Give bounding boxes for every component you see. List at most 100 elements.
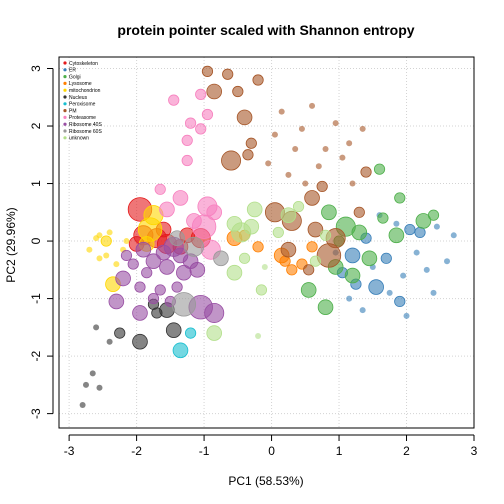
x-tick-label: -3 bbox=[64, 444, 75, 458]
data-point bbox=[339, 155, 345, 161]
data-point bbox=[239, 253, 249, 263]
data-point bbox=[196, 89, 206, 99]
data-point bbox=[253, 75, 263, 85]
data-point bbox=[133, 334, 148, 349]
data-point bbox=[318, 300, 333, 315]
data-point bbox=[354, 207, 364, 217]
data-point bbox=[173, 191, 188, 206]
data-point bbox=[287, 265, 297, 275]
data-point bbox=[187, 214, 202, 229]
data-point bbox=[103, 252, 109, 258]
legend-label: Cytoskeleton bbox=[69, 61, 98, 67]
data-point bbox=[350, 181, 356, 187]
data-point bbox=[205, 303, 224, 322]
legend-marker bbox=[63, 116, 66, 119]
data-point bbox=[428, 210, 438, 220]
legend-label: PM bbox=[69, 108, 77, 114]
data-point bbox=[316, 163, 322, 169]
data-point bbox=[207, 84, 222, 99]
y-tick-label: -2 bbox=[29, 350, 43, 361]
legend-label: Proteasome bbox=[69, 115, 96, 121]
data-point bbox=[93, 324, 99, 330]
data-point bbox=[434, 224, 440, 230]
y-tick-label: 3 bbox=[29, 65, 43, 72]
data-point bbox=[305, 191, 320, 206]
data-point bbox=[322, 205, 337, 220]
data-point bbox=[244, 219, 259, 234]
data-point bbox=[346, 296, 352, 302]
data-point bbox=[227, 265, 242, 280]
data-point bbox=[323, 146, 329, 152]
legend-marker bbox=[63, 89, 66, 92]
data-point bbox=[414, 250, 420, 256]
legend-marker bbox=[63, 68, 66, 71]
legend-marker bbox=[63, 82, 66, 85]
legend-label: Ribosome 60S bbox=[69, 129, 102, 135]
data-point bbox=[389, 228, 404, 243]
data-point bbox=[173, 343, 188, 358]
data-point bbox=[301, 283, 316, 298]
data-point bbox=[309, 103, 315, 109]
data-point bbox=[142, 267, 152, 277]
data-point bbox=[170, 231, 185, 246]
data-point bbox=[160, 202, 175, 217]
data-point bbox=[222, 69, 232, 79]
legend-label: Peroxisome bbox=[69, 102, 96, 108]
data-point bbox=[256, 285, 266, 295]
data-point bbox=[247, 202, 262, 217]
legend-marker bbox=[63, 129, 66, 132]
data-point bbox=[387, 290, 393, 296]
data-point bbox=[431, 290, 437, 296]
legend-marker bbox=[63, 95, 66, 98]
data-point bbox=[299, 126, 305, 132]
data-point bbox=[273, 227, 283, 237]
data-point bbox=[255, 333, 261, 339]
data-point bbox=[262, 264, 268, 270]
legend-label: ER bbox=[69, 68, 76, 74]
data-point bbox=[169, 95, 179, 105]
data-point bbox=[345, 268, 360, 283]
data-point bbox=[374, 164, 384, 174]
plot-frame bbox=[59, 57, 474, 428]
data-point bbox=[307, 242, 317, 252]
data-point bbox=[109, 294, 124, 309]
data-point bbox=[281, 242, 296, 257]
data-point bbox=[280, 256, 290, 266]
legend-marker bbox=[63, 102, 66, 105]
data-point bbox=[107, 229, 113, 235]
data-point bbox=[184, 237, 203, 256]
data-point bbox=[214, 251, 229, 266]
data-point bbox=[83, 382, 89, 388]
data-point bbox=[243, 150, 253, 160]
data-point bbox=[415, 227, 425, 237]
data-point bbox=[113, 261, 119, 267]
data-point bbox=[233, 86, 243, 96]
legend-marker bbox=[63, 136, 66, 139]
data-point bbox=[272, 132, 278, 138]
data-point bbox=[86, 247, 92, 253]
data-point bbox=[166, 323, 181, 338]
legend-marker bbox=[63, 61, 66, 64]
data-point bbox=[116, 271, 131, 286]
x-tick-label: 2 bbox=[403, 444, 410, 458]
data-point bbox=[172, 293, 196, 317]
data-point bbox=[207, 326, 222, 341]
data-point bbox=[310, 256, 320, 266]
x-tick-label: 3 bbox=[471, 444, 478, 458]
data-point bbox=[400, 273, 406, 279]
data-point bbox=[444, 258, 450, 264]
x-axis-title: PC1 (58.53%) bbox=[228, 474, 303, 488]
data-point bbox=[128, 259, 138, 269]
data-point bbox=[80, 402, 86, 408]
legend-label: unknown bbox=[69, 136, 89, 142]
data-point bbox=[202, 109, 212, 119]
data-point bbox=[346, 140, 352, 146]
data-point bbox=[182, 155, 192, 165]
data-point bbox=[96, 255, 102, 261]
data-point bbox=[303, 265, 313, 275]
y-tick-label: 1 bbox=[29, 180, 43, 187]
legend-label: Nucleus bbox=[69, 95, 88, 101]
data-point bbox=[293, 201, 303, 211]
y-tick-label: -1 bbox=[29, 293, 43, 304]
